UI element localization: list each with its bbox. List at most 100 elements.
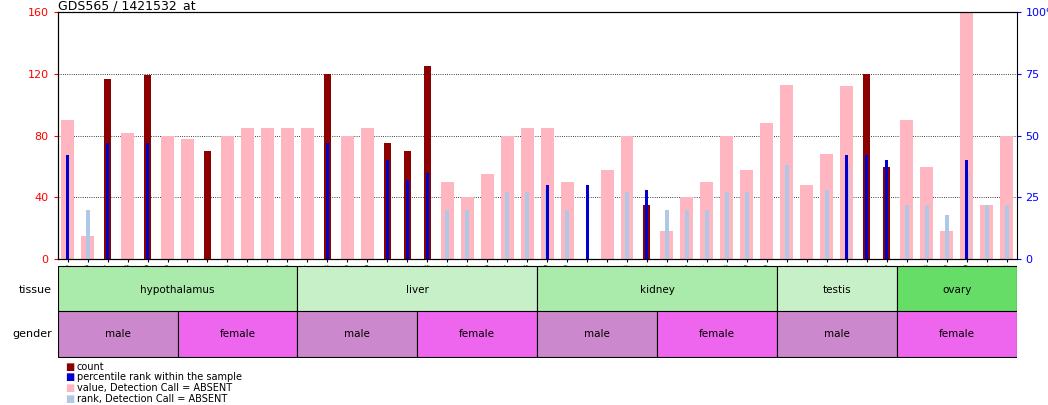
Bar (481, 174, 494, 259)
Text: tissue: tissue (19, 285, 51, 294)
Bar (664, 210, 669, 259)
Text: gender: gender (12, 329, 51, 339)
Text: kidney: kidney (639, 285, 675, 294)
Text: ovary: ovary (942, 285, 971, 294)
Bar (177, 311, 298, 358)
Bar (660, 231, 674, 259)
Bar (417, 311, 537, 358)
Bar (700, 182, 714, 259)
Bar (565, 210, 569, 259)
Text: ■: ■ (65, 373, 74, 382)
Bar (720, 136, 734, 259)
Bar (161, 136, 174, 259)
Bar (341, 136, 354, 259)
Bar (261, 128, 274, 259)
Text: male: male (105, 329, 131, 339)
Bar (144, 75, 151, 259)
Bar (324, 74, 331, 259)
Bar (944, 215, 948, 259)
Bar (384, 143, 391, 259)
Bar (301, 128, 313, 259)
Bar (620, 136, 633, 259)
Bar (465, 210, 470, 259)
Bar (521, 128, 533, 259)
Bar (984, 205, 988, 259)
Bar (864, 74, 870, 259)
Text: ■: ■ (65, 384, 74, 393)
Text: male: male (345, 329, 370, 339)
Text: value, Detection Call = ABSENT: value, Detection Call = ABSENT (77, 384, 232, 393)
Bar (980, 205, 994, 259)
Bar (964, 173, 968, 259)
Bar (801, 185, 813, 259)
Bar (960, 12, 974, 259)
Bar (680, 198, 694, 259)
Text: female: female (939, 329, 975, 339)
Bar (825, 190, 829, 259)
Bar (298, 266, 537, 313)
Bar (781, 85, 793, 259)
Bar (705, 210, 708, 259)
Bar (445, 210, 450, 259)
Bar (1000, 136, 1013, 259)
Text: percentile rank within the sample: percentile rank within the sample (77, 373, 241, 382)
Bar (106, 143, 109, 259)
Bar (1005, 205, 1008, 259)
Bar (883, 166, 890, 259)
Bar (886, 160, 889, 259)
Bar (541, 128, 553, 259)
Bar (586, 185, 589, 259)
Text: ■: ■ (65, 394, 74, 404)
Text: GDS565 / 1421532_at: GDS565 / 1421532_at (58, 0, 195, 12)
Bar (241, 128, 254, 259)
Bar (904, 205, 909, 259)
Bar (821, 154, 833, 259)
Bar (900, 120, 913, 259)
Bar (761, 123, 773, 259)
Bar (122, 132, 134, 259)
Bar (181, 139, 194, 259)
Text: male: male (824, 329, 850, 339)
Bar (104, 79, 111, 259)
Text: male: male (584, 329, 610, 339)
Text: count: count (77, 362, 104, 371)
Bar (940, 231, 953, 259)
Bar (298, 311, 417, 358)
Bar (423, 66, 431, 259)
Bar (745, 192, 749, 259)
Bar (546, 185, 548, 259)
Bar (326, 143, 329, 259)
Bar (58, 311, 177, 358)
Bar (840, 86, 853, 259)
Bar (643, 205, 651, 259)
Bar (501, 136, 514, 259)
Bar (725, 192, 729, 259)
Bar (685, 210, 689, 259)
Bar (58, 266, 298, 313)
Bar (525, 192, 529, 259)
Bar (920, 166, 933, 259)
Bar (505, 192, 509, 259)
Text: ■: ■ (65, 362, 74, 371)
Bar (897, 311, 1017, 358)
Text: testis: testis (823, 285, 851, 294)
Bar (965, 160, 968, 259)
Bar (86, 210, 89, 259)
Bar (441, 182, 454, 259)
Bar (386, 160, 389, 259)
Bar (461, 198, 474, 259)
Bar (146, 143, 149, 259)
Bar (361, 128, 374, 259)
Bar (924, 205, 929, 259)
Bar (657, 311, 777, 358)
Bar (406, 180, 409, 259)
Bar (866, 156, 868, 259)
Bar (777, 266, 897, 313)
Bar (425, 173, 429, 259)
Bar (61, 120, 74, 259)
Bar (66, 156, 69, 259)
Text: liver: liver (406, 285, 429, 294)
Bar (646, 190, 649, 259)
Bar (537, 311, 657, 358)
Bar (625, 192, 629, 259)
